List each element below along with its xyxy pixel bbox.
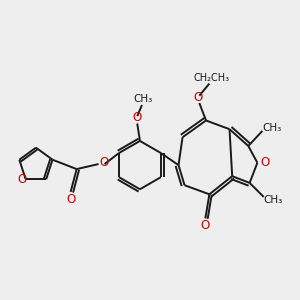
- Text: O: O: [132, 111, 142, 124]
- Text: CH₃: CH₃: [262, 123, 281, 133]
- Text: O: O: [67, 193, 76, 206]
- Text: O: O: [17, 173, 26, 186]
- Text: CH₂CH₃: CH₂CH₃: [193, 73, 229, 82]
- Text: CH₃: CH₃: [263, 195, 283, 205]
- Text: O: O: [201, 219, 210, 232]
- Text: CH₃: CH₃: [133, 94, 152, 104]
- Text: O: O: [194, 91, 202, 104]
- Text: O: O: [260, 156, 269, 169]
- Text: O: O: [99, 156, 109, 169]
